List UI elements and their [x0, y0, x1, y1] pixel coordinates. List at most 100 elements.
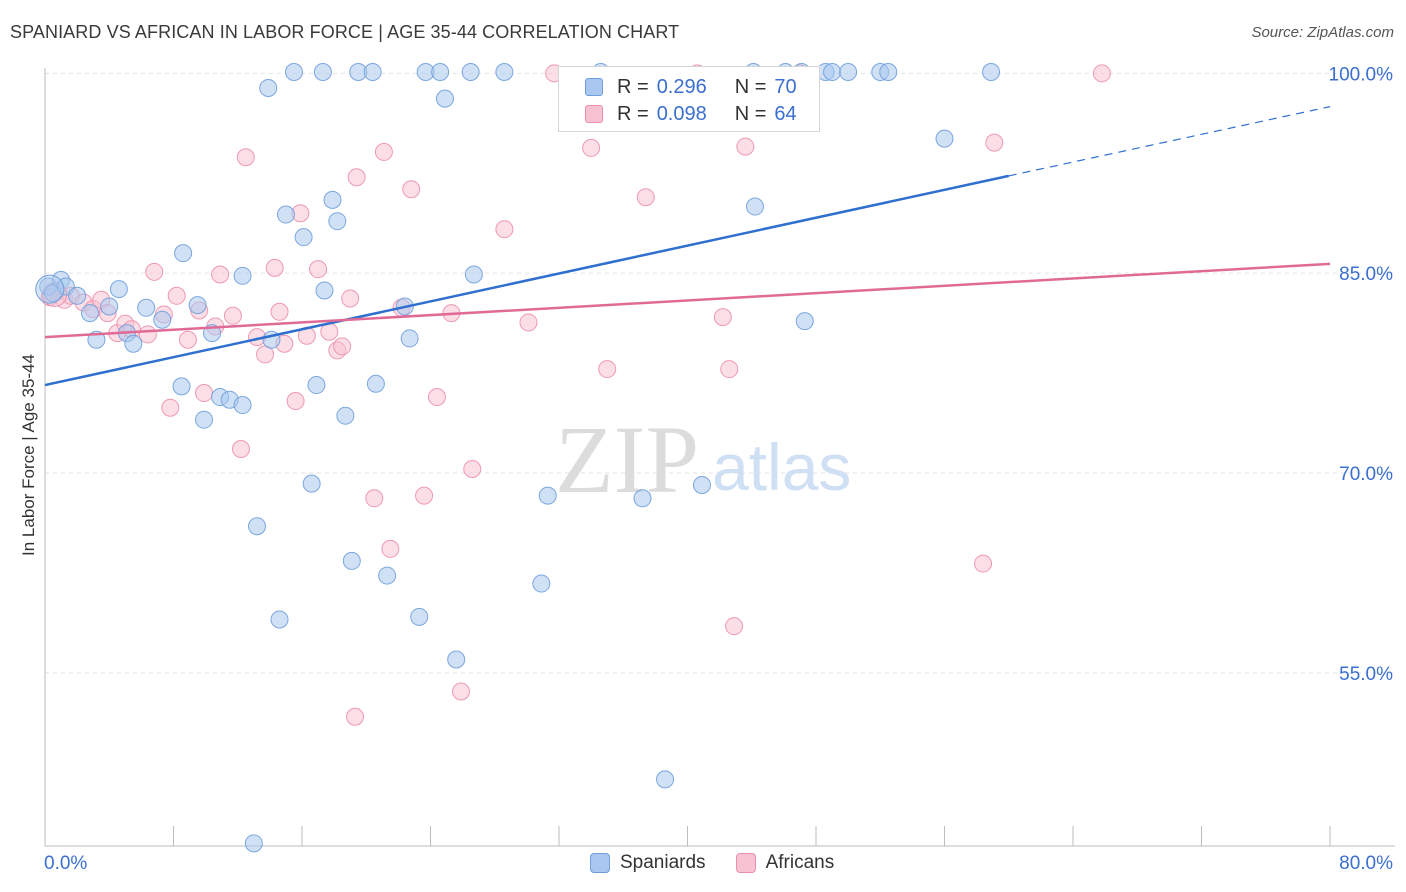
- africans-point: [720, 360, 739, 379]
- series-legend: Spaniards Africans: [590, 852, 864, 874]
- legend-swatch-spaniards: [585, 78, 603, 96]
- legend-item-africans[interactable]: Africans: [735, 852, 835, 874]
- africans-point: [231, 440, 250, 459]
- spaniards-point: [538, 486, 557, 505]
- africans-trend-line: [44, 262, 1331, 339]
- chart-title: SPANIARD VS AFRICAN IN LABOR FORCE | AGE…: [10, 22, 680, 42]
- legend-r-label: R =: [617, 102, 649, 125]
- x-tick-label: 80.0%: [1339, 853, 1393, 874]
- spaniards-point: [313, 62, 332, 81]
- africans-point: [1092, 64, 1111, 83]
- africans-point: [985, 133, 1004, 152]
- africans-point: [495, 220, 514, 239]
- spaniards-point: [328, 212, 347, 231]
- spaniards-point: [294, 228, 313, 247]
- africans-point: [236, 148, 255, 167]
- watermark-zip: ZIP: [555, 406, 699, 513]
- spaniards-point: [431, 62, 450, 81]
- spaniards-point: [435, 89, 454, 108]
- spaniards-point: [284, 62, 303, 81]
- spaniards-point: [68, 286, 87, 305]
- africans-point: [145, 262, 164, 281]
- africans-point: [341, 289, 360, 308]
- y-tick-label: 70.0%: [1339, 464, 1393, 485]
- spaniards-point: [935, 129, 954, 148]
- spaniards-point: [195, 410, 214, 429]
- watermark-atlas: atlas: [712, 430, 851, 504]
- africans-point: [736, 137, 755, 156]
- legend-item-spaniards[interactable]: Spaniards: [590, 852, 706, 874]
- spaniards-point: [172, 377, 191, 396]
- spaniards-point: [366, 374, 385, 393]
- africans-point: [346, 707, 365, 726]
- spaniards-point: [244, 834, 263, 853]
- legend-n-label: N =: [734, 102, 767, 125]
- legend-swatch-africans: [585, 105, 603, 123]
- africans-point: [270, 302, 289, 321]
- africans-point: [452, 682, 471, 701]
- africans-point: [347, 168, 366, 187]
- spaniards-point: [259, 78, 278, 97]
- spaniards-point: [410, 607, 429, 626]
- spaniards-point: [109, 280, 128, 299]
- spaniards-point: [447, 650, 466, 669]
- africans-point: [725, 617, 744, 636]
- africans-point: [713, 308, 732, 327]
- legend-n-value: 64: [774, 102, 797, 125]
- africans-point: [463, 459, 482, 478]
- spaniards-point: [248, 517, 267, 536]
- y-tick-label: 100.0%: [1329, 64, 1394, 85]
- correlation-legend: R = 0.296 N = 70 R = 0.098 N = 64: [558, 66, 820, 132]
- spaniards-point: [307, 376, 326, 395]
- spaniards-point: [233, 266, 252, 285]
- legend-label-africans: Africans: [765, 852, 835, 873]
- spaniards-point: [378, 566, 397, 585]
- spaniards-point: [80, 304, 99, 323]
- africans-point: [223, 306, 242, 325]
- spaniards-point: [656, 770, 675, 789]
- spaniards-point: [400, 329, 419, 348]
- spaniards-point: [270, 610, 289, 629]
- legend-label-spaniards: Spaniards: [620, 852, 706, 873]
- africans-point: [415, 486, 434, 505]
- legend-swatch-africans: [735, 853, 756, 873]
- spaniards-point: [464, 265, 483, 284]
- africans-point: [167, 286, 186, 305]
- africans-point: [365, 489, 384, 508]
- y-axis-label: In Labor Force | Age 35-44: [19, 354, 38, 556]
- legend-r-value: 0.098: [656, 102, 707, 125]
- spaniards-point: [323, 190, 342, 209]
- africans-point: [161, 398, 180, 417]
- spaniards-trend-line: [44, 174, 1010, 387]
- x-tick-label: 0.0%: [44, 853, 87, 874]
- africans-point: [582, 138, 601, 157]
- spaniards-point: [233, 396, 252, 415]
- spaniards-point: [174, 244, 193, 263]
- legend-n-label: N =: [734, 75, 767, 98]
- spaniards-point: [839, 62, 858, 81]
- africans-point: [333, 337, 352, 356]
- africans-point: [178, 330, 197, 349]
- africans-point: [374, 142, 393, 161]
- legend-row-africans: R = 0.098 N = 64: [585, 101, 797, 127]
- africans-point: [974, 554, 993, 573]
- legend-swatch-spaniards: [590, 853, 610, 873]
- africans-point: [265, 258, 284, 277]
- spaniards-point: [823, 62, 842, 81]
- spaniards-point: [461, 62, 480, 81]
- africans-point: [402, 180, 421, 199]
- axis-labels: 55.0% 70.0% 85.0% 100.0% 0.0% 80.0% In Labor F…: [19, 64, 1393, 874]
- spaniards-point: [100, 297, 119, 316]
- spaniards-point: [692, 475, 711, 494]
- spaniards-point: [315, 281, 334, 300]
- spaniards-point: [342, 551, 361, 570]
- spaniards-point: [982, 62, 1001, 81]
- y-tick-label: 85.0%: [1339, 264, 1393, 285]
- africans-point: [211, 265, 230, 284]
- africans-point: [598, 360, 617, 379]
- series-africans: [40, 64, 1111, 726]
- axes: [44, 68, 1395, 847]
- spaniards-point: [137, 298, 156, 317]
- spaniards-point: [363, 62, 382, 81]
